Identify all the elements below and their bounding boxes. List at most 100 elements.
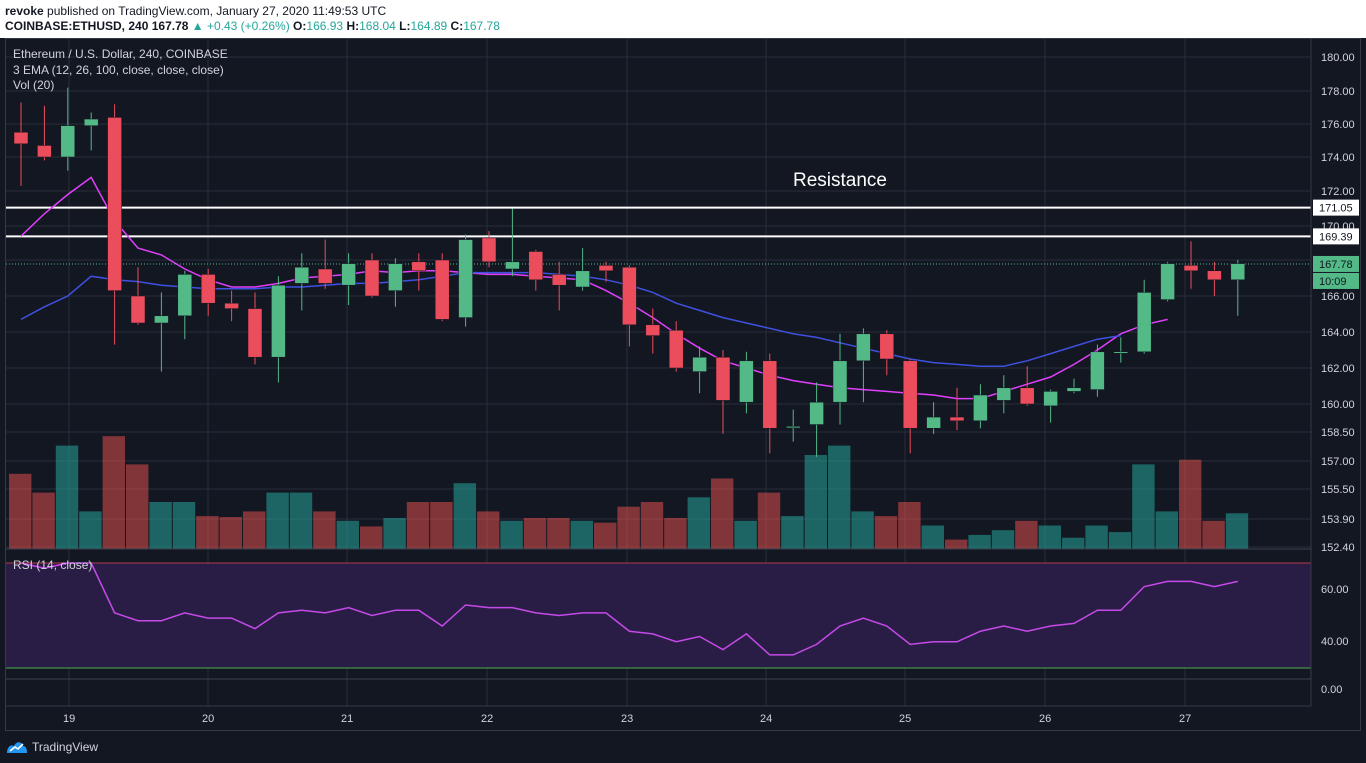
candle-body — [37, 145, 52, 158]
candle — [715, 350, 731, 434]
candle-body — [505, 261, 520, 270]
candle-body — [1230, 263, 1246, 281]
volume-bar — [570, 520, 593, 549]
publisher-name[interactable]: revoke — [5, 4, 44, 18]
time-tick-label: 22 — [481, 713, 493, 725]
candle-body — [762, 360, 778, 429]
volume-bar — [1202, 520, 1225, 549]
volume-bar — [477, 511, 500, 549]
volume-bar — [9, 473, 32, 549]
volume-bar — [968, 534, 991, 549]
volume-bar — [313, 511, 336, 549]
candle — [177, 270, 193, 340]
candle-body — [551, 274, 567, 286]
candle-body — [645, 324, 661, 336]
candle-body — [1066, 387, 1082, 392]
candle — [411, 253, 427, 291]
price-tick-label: 155.50 — [1321, 484, 1355, 496]
volume-bar — [126, 464, 149, 549]
candle-body — [692, 356, 707, 372]
candle-body — [528, 251, 544, 281]
tradingview-brand[interactable]: TradingView — [6, 740, 98, 754]
candle — [1230, 260, 1246, 316]
candle-body — [622, 266, 637, 326]
volume-bar — [921, 525, 944, 549]
close-value: 167.78 — [463, 19, 500, 33]
rsi-band — [6, 563, 1311, 668]
volume-bar — [1038, 525, 1061, 549]
candle-body — [224, 302, 239, 309]
price-tick-label: 172.00 — [1321, 186, 1355, 198]
volume-bar — [79, 511, 102, 549]
candle-body — [107, 117, 122, 291]
publish-text: published on TradingView.com, January 27… — [47, 4, 387, 18]
volume-bar — [336, 520, 359, 549]
candle-body — [481, 237, 497, 263]
candle — [1066, 378, 1082, 394]
volume-bar — [1015, 520, 1038, 549]
publish-line: revoke published on TradingView.com, Jan… — [5, 4, 386, 18]
candle — [481, 231, 497, 268]
candle — [107, 104, 122, 345]
candle-body — [60, 125, 76, 158]
legend-ema: 3 EMA (12, 26, 100, close, close, close) — [13, 63, 224, 77]
volume-bar — [360, 526, 383, 549]
candle-body — [1207, 270, 1222, 281]
price-tick-label: 176.00 — [1321, 119, 1355, 131]
candle-body — [13, 132, 29, 145]
volume-bar — [804, 455, 827, 549]
low-label: L: — [399, 19, 411, 33]
candle-body — [996, 387, 1012, 401]
volume-bar — [266, 492, 289, 549]
volume-bar — [243, 511, 266, 549]
rsi-tick-label: 40.00 — [1321, 636, 1349, 648]
high-value: 168.04 — [359, 19, 396, 33]
volume-bar — [1132, 464, 1155, 549]
last-price: 167.78 — [151, 19, 189, 33]
volume-bar — [828, 445, 851, 549]
candle — [1207, 261, 1222, 296]
volume-bar — [781, 516, 804, 549]
candle — [668, 321, 684, 372]
candle-body — [1019, 387, 1035, 405]
volume-bar — [757, 492, 781, 549]
candle — [832, 333, 848, 425]
candle-body — [739, 360, 754, 403]
price-change: ▲ +0.43 (+0.26%) — [191, 19, 290, 33]
candle — [317, 239, 333, 289]
price-tick-label: 164.00 — [1321, 327, 1355, 339]
volume-bar — [172, 502, 196, 549]
price-tag-label: 171.05 — [1319, 203, 1353, 215]
price-tick-label: 178.00 — [1321, 86, 1355, 98]
rsi-tick-label: 0.00 — [1321, 684, 1342, 696]
volume-bar — [55, 445, 79, 549]
candle-body — [856, 333, 871, 362]
candle-body — [177, 274, 193, 317]
tradingview-logo-icon — [7, 742, 27, 753]
volume-bar — [406, 502, 430, 549]
open-value: 166.93 — [306, 19, 344, 33]
candle — [996, 375, 1012, 414]
time-tick-label: 26 — [1039, 713, 1051, 725]
time-tick-label: 23 — [621, 713, 633, 725]
candle-body — [926, 416, 941, 429]
volume-bar — [523, 517, 547, 549]
volume-bar — [383, 517, 406, 549]
candle-body — [341, 263, 356, 286]
price-tick-label: 180.00 — [1321, 52, 1355, 64]
footer-bar — [0, 731, 1366, 763]
candle — [1183, 241, 1199, 289]
candle-body — [130, 295, 146, 324]
candle-body — [83, 118, 99, 126]
volume-bar — [196, 516, 219, 549]
chart-frame[interactable] — [5, 38, 1361, 731]
candle-body — [668, 329, 684, 369]
candle — [388, 258, 403, 307]
candle — [224, 290, 239, 322]
candle — [434, 253, 450, 322]
price-tick-label: 160.00 — [1321, 399, 1355, 411]
ohlc-line: COINBASE:ETHUSD, 240 167.78 ▲ +0.43 (+0.… — [5, 19, 500, 33]
rsi-tick-label: 60.00 — [1321, 584, 1349, 596]
symbol-label: COINBASE:ETHUSD, 240 — [5, 19, 149, 33]
